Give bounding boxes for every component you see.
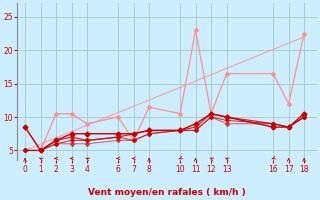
X-axis label: Vent moyen/en rafales ( km/h ): Vent moyen/en rafales ( km/h ) (88, 188, 246, 197)
